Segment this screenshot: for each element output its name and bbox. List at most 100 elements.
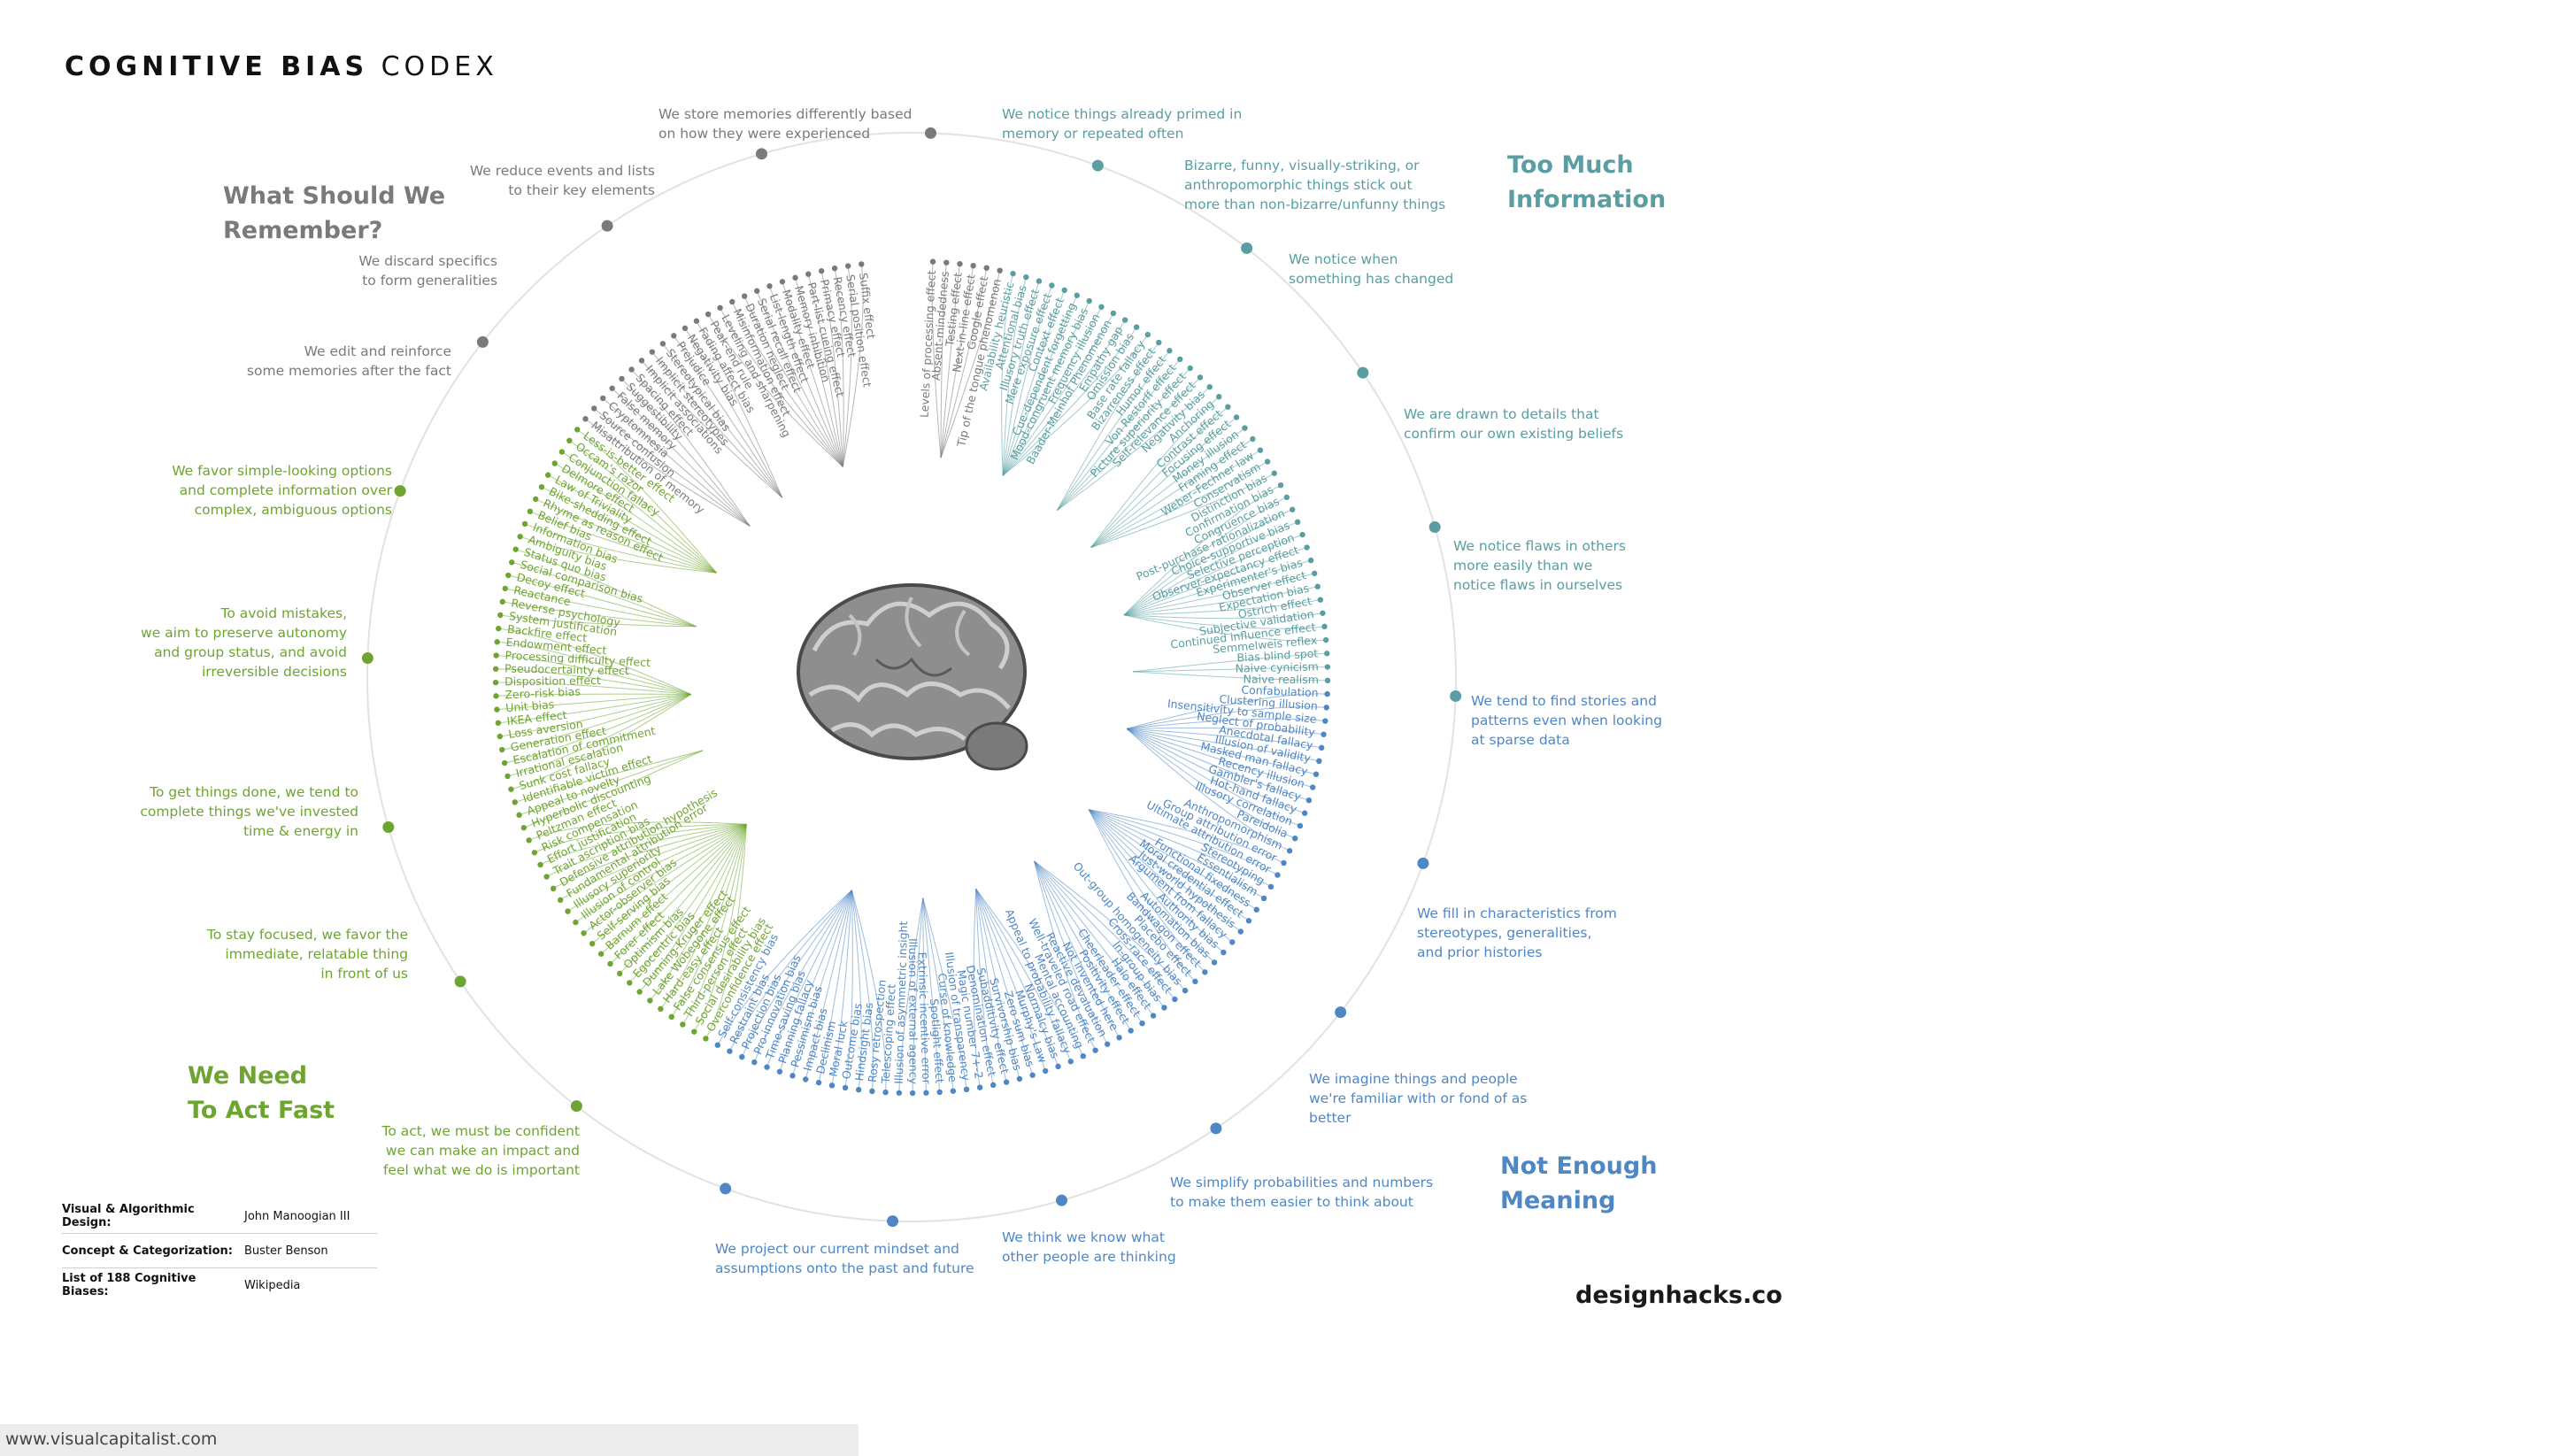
bias-dot <box>636 989 642 994</box>
brain-icon <box>798 585 1027 769</box>
bias-dot <box>539 484 544 489</box>
bias-dot <box>705 312 711 317</box>
bias-dot <box>494 639 499 644</box>
group-dot <box>1056 1195 1067 1206</box>
group-label: We edit and reinforce <box>304 343 451 359</box>
bias-dot <box>522 521 528 527</box>
bias-dot <box>1325 664 1330 669</box>
bias-dot <box>1087 298 1092 304</box>
bias-dot <box>764 1064 769 1069</box>
bias-dot <box>1151 1013 1156 1018</box>
bias-dot <box>1216 394 1221 399</box>
bias-dot <box>504 774 510 779</box>
group-label: to make them easier to think about <box>1170 1194 1413 1210</box>
group-label: notice flaws in ourselves <box>1453 577 1622 593</box>
group-dot <box>887 1215 898 1227</box>
bias-dot <box>727 1048 732 1053</box>
bias-dot <box>619 376 624 381</box>
bias-dot <box>1122 317 1128 322</box>
group-label: more easily than we <box>1453 558 1592 574</box>
bias-dot <box>1308 558 1313 563</box>
bias-dot <box>792 275 797 281</box>
bias-dot <box>1145 332 1151 337</box>
credit-row: List of 188 Cognitive Biases: Wikipedia <box>62 1268 377 1302</box>
group-label: To avoid mistakes, <box>220 605 348 621</box>
group-label: We notice flaws in others <box>1453 538 1626 554</box>
bias-dot <box>1246 918 1251 923</box>
group-label: more than non-bizarre/unfunny things <box>1184 196 1445 212</box>
quadrant-title-act-fast: We Need To Act Fast <box>188 1059 335 1128</box>
bias-dot <box>816 1080 821 1085</box>
bias-dot <box>1202 969 1207 975</box>
bias-dot <box>856 1087 861 1092</box>
bias-dot <box>1304 544 1309 550</box>
group-label: better <box>1309 1110 1352 1126</box>
bias-dot <box>829 1082 835 1088</box>
bias-dot <box>551 886 556 891</box>
group-label: We notice things already primed in <box>1002 106 1242 122</box>
bias-dot <box>943 259 949 265</box>
group-label: To act, we must be confident <box>381 1123 580 1139</box>
bias-dot <box>1313 772 1319 777</box>
bias-dot <box>717 305 722 311</box>
bias-dot <box>970 263 975 268</box>
bias-dot <box>754 289 759 294</box>
bias-dot <box>1265 458 1270 464</box>
bias-dot <box>882 1090 888 1095</box>
bias-dot <box>627 980 632 985</box>
group-label: We are drawn to details that <box>1404 406 1599 422</box>
group-label: We store memories differently based <box>658 106 912 122</box>
bias-dot <box>1182 988 1188 993</box>
group-dot <box>1429 521 1441 533</box>
bias-dot <box>1253 907 1259 913</box>
bias-dot <box>845 263 851 268</box>
bias-dot <box>1004 1079 1009 1084</box>
bias-dot <box>598 951 604 957</box>
bias-dot <box>930 258 936 264</box>
bias-dot <box>682 326 688 331</box>
bias-dot <box>1134 324 1139 329</box>
group-label: We think we know what <box>1002 1229 1165 1245</box>
group-dot <box>720 1183 731 1194</box>
bias-dot <box>1074 293 1080 298</box>
bias-dot <box>691 1028 697 1034</box>
bias-dot <box>739 1054 744 1059</box>
group-label: confirm our own existing beliefs <box>1404 426 1623 442</box>
bias-dot <box>1272 471 1277 476</box>
group-label: complete things we've invested <box>140 804 358 820</box>
bias-dot <box>1238 928 1244 934</box>
bias-dot <box>1139 1021 1144 1026</box>
group-label: we're familiar with or fond of as <box>1309 1090 1527 1106</box>
bias-dot <box>1156 340 1161 345</box>
bias-dot <box>559 449 565 454</box>
bias-dot <box>521 825 527 830</box>
bias-dot <box>789 1073 795 1078</box>
bias-dot <box>1323 637 1328 643</box>
bias-dot <box>751 1059 757 1065</box>
bias-dot <box>669 1014 674 1020</box>
bias-dot <box>582 416 588 421</box>
bias-dot <box>574 427 580 432</box>
credits-table: Visual & Algorithmic Design: John Manoog… <box>62 1199 377 1302</box>
bias-dot <box>526 837 531 843</box>
bias-dot <box>780 279 785 284</box>
group-label: and prior histories <box>1417 944 1542 960</box>
bias-dot <box>1319 745 1324 751</box>
bias-dot <box>805 272 811 277</box>
group-dot <box>395 485 406 497</box>
bias-dot <box>671 333 676 338</box>
bias-dot <box>1324 691 1329 697</box>
bias-dot <box>1242 425 1247 430</box>
group-label: other people are thinking <box>1002 1249 1176 1265</box>
bias-dot <box>1268 884 1274 890</box>
bias-dot <box>843 1085 848 1090</box>
bias-dot <box>1081 1053 1086 1059</box>
group-label: assumptions onto the past and future <box>715 1260 974 1276</box>
group-label: on how they were experienced <box>658 126 870 142</box>
bias-dot <box>1290 507 1295 512</box>
bias-dot <box>1315 584 1321 589</box>
bias-dot <box>1197 374 1203 380</box>
group-label: something has changed <box>1289 271 1453 287</box>
bias-dot <box>497 612 503 618</box>
bias-dot <box>543 874 549 879</box>
